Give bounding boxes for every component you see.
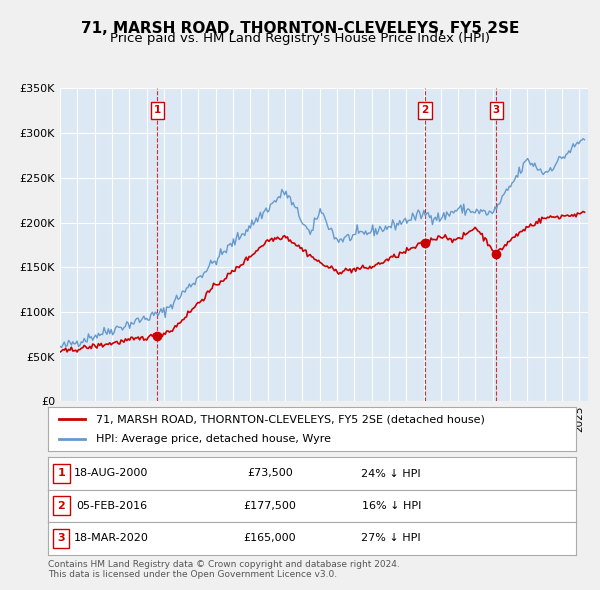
Text: £177,500: £177,500 bbox=[244, 501, 296, 511]
Text: 1: 1 bbox=[58, 468, 65, 478]
Text: 18-MAR-2020: 18-MAR-2020 bbox=[74, 533, 149, 543]
Text: 24% ↓ HPI: 24% ↓ HPI bbox=[361, 468, 421, 478]
Text: £165,000: £165,000 bbox=[244, 533, 296, 543]
Text: 2: 2 bbox=[58, 501, 65, 511]
Text: 71, MARSH ROAD, THORNTON-CLEVELEYS, FY5 2SE (detached house): 71, MARSH ROAD, THORNTON-CLEVELEYS, FY5 … bbox=[95, 415, 484, 424]
Text: 05-FEB-2016: 05-FEB-2016 bbox=[76, 501, 147, 511]
Text: £73,500: £73,500 bbox=[247, 468, 293, 478]
Text: HPI: Average price, detached house, Wyre: HPI: Average price, detached house, Wyre bbox=[95, 434, 331, 444]
Text: 16% ↓ HPI: 16% ↓ HPI bbox=[362, 501, 421, 511]
Text: 18-AUG-2000: 18-AUG-2000 bbox=[74, 468, 149, 478]
Text: Contains HM Land Registry data © Crown copyright and database right 2024.
This d: Contains HM Land Registry data © Crown c… bbox=[48, 560, 400, 579]
Text: 1: 1 bbox=[154, 106, 161, 116]
Text: 3: 3 bbox=[493, 106, 500, 116]
Text: 71, MARSH ROAD, THORNTON-CLEVELEYS, FY5 2SE: 71, MARSH ROAD, THORNTON-CLEVELEYS, FY5 … bbox=[81, 21, 519, 35]
Text: 27% ↓ HPI: 27% ↓ HPI bbox=[361, 533, 421, 543]
Text: 3: 3 bbox=[58, 533, 65, 543]
Text: 2: 2 bbox=[421, 106, 429, 116]
Text: Price paid vs. HM Land Registry's House Price Index (HPI): Price paid vs. HM Land Registry's House … bbox=[110, 32, 490, 45]
